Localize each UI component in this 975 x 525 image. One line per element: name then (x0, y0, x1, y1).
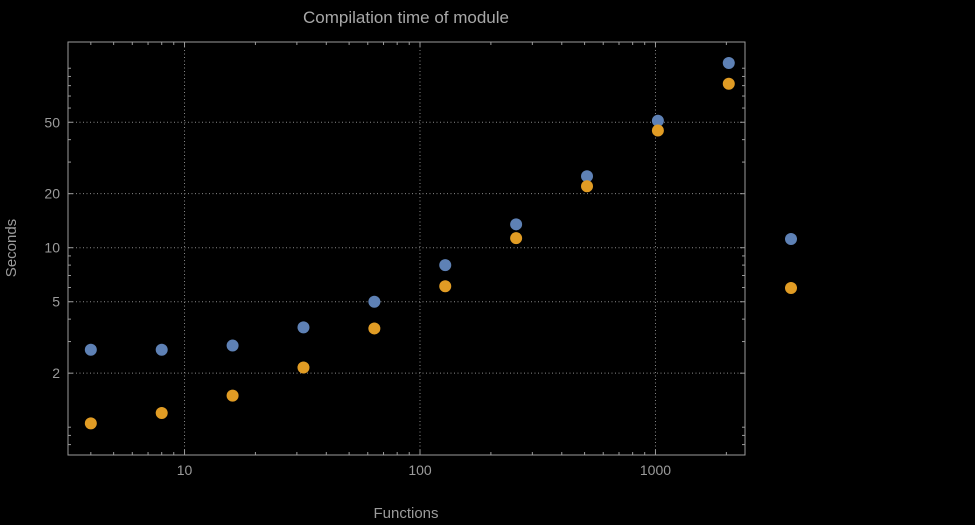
data-point-blue-series (510, 218, 523, 231)
data-point-orange-series (510, 232, 523, 245)
y-tick-label: 50 (44, 114, 60, 130)
data-point-orange-series (439, 280, 452, 293)
gridlines-layer (69, 43, 744, 454)
legend-layer (785, 233, 797, 294)
data-point-orange-series (155, 406, 168, 419)
y-tick-label: 20 (44, 186, 60, 202)
data-point-orange-series (297, 361, 310, 374)
data-point-orange-series (722, 77, 735, 90)
data-point-orange-series (226, 389, 239, 402)
data-point-blue-series (84, 343, 97, 356)
legend-marker-orange-series-marker (785, 282, 797, 294)
tick-labels-layer: 10 100 1000 2 5 10 20 50 (44, 114, 671, 478)
data-point-blue-series (155, 343, 168, 356)
x-tick-label: 1000 (640, 462, 671, 478)
data-point-blue-series (226, 339, 239, 352)
data-point-orange-series (368, 322, 381, 335)
frame-layer (67, 41, 746, 456)
x-tick-label: 100 (408, 462, 432, 478)
data-point-orange-series (651, 124, 664, 137)
ticks-layer (68, 42, 745, 456)
y-tick-label: 10 (44, 240, 60, 256)
y-axis-label: Seconds (3, 219, 20, 277)
data-points-layer (84, 56, 735, 430)
data-point-orange-series (84, 417, 97, 430)
data-point-blue-series (439, 259, 452, 272)
y-tick-label: 5 (52, 294, 60, 310)
chart-title: Compilation time of module (303, 8, 509, 27)
data-point-orange-series (581, 180, 594, 193)
data-point-blue-series (651, 114, 664, 127)
y-tick-label: 2 (52, 365, 60, 381)
data-point-blue-series (581, 170, 594, 183)
data-point-blue-series (297, 321, 310, 334)
plot-frame (67, 41, 746, 456)
data-point-blue-series (722, 56, 735, 69)
x-axis-label: Functions (373, 505, 438, 522)
data-point-blue-series (368, 295, 381, 308)
x-tick-label: 10 (177, 462, 193, 478)
legend-marker-blue-series-marker (785, 233, 797, 245)
